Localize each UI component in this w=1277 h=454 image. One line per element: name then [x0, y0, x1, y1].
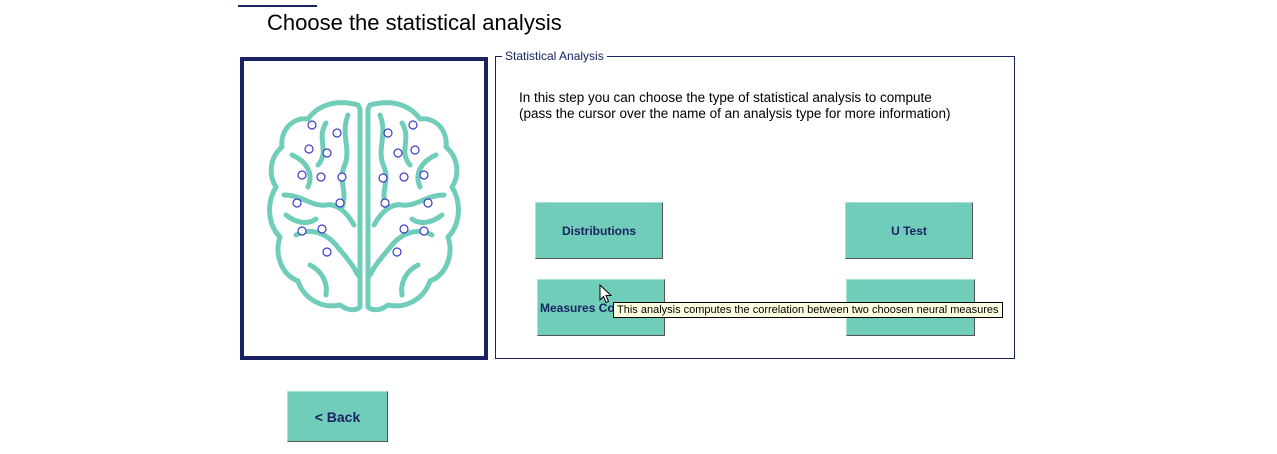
- distributions-button[interactable]: Distributions: [535, 202, 663, 259]
- tooltip: This analysis computes the correlation b…: [613, 302, 1003, 318]
- u-test-button[interactable]: U Test: [845, 202, 973, 259]
- brain-icon: [267, 100, 461, 313]
- group-legend: Statistical Analysis: [502, 49, 607, 63]
- title-underline: [238, 5, 317, 7]
- instructions-line-1: In this step you can choose the type of …: [519, 90, 932, 105]
- page-title: Choose the statistical analysis: [267, 10, 562, 35]
- back-button[interactable]: < Back: [287, 391, 388, 442]
- brain-image-frame: [240, 57, 488, 360]
- instructions-text: In this step you can choose the type of …: [519, 90, 950, 122]
- statistical-analysis-group: [495, 56, 1015, 359]
- mouse-pointer-icon: [599, 284, 613, 304]
- instructions-line-2: (pass the cursor over the name of an ana…: [519, 106, 951, 121]
